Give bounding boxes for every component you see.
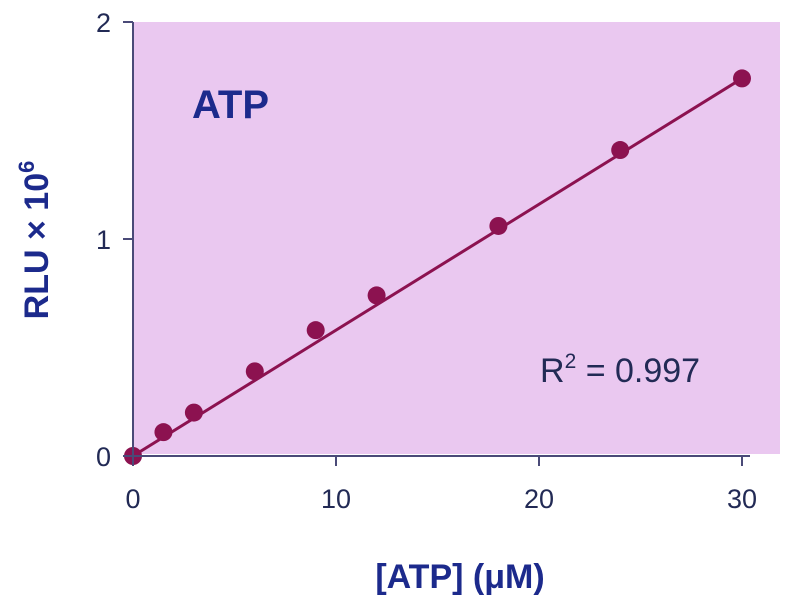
y-tick-label: 1	[96, 225, 111, 255]
r-squared-label: R	[540, 352, 565, 390]
y-axis-title-main: RLU × 10	[18, 173, 56, 319]
y-tick-label: 2	[96, 8, 111, 38]
x-ticks: 0 10 20 30	[125, 456, 757, 514]
y-axis-title-exponent: 6	[14, 161, 39, 173]
x-axis-title: [ATP] (μM)	[375, 558, 544, 596]
y-axis-title: RLU × 106	[14, 161, 56, 320]
data-point	[306, 321, 325, 340]
data-point	[489, 216, 508, 235]
x-tick-label: 10	[321, 484, 351, 514]
y-tick-label: 0	[96, 442, 111, 472]
data-point	[154, 423, 173, 442]
r-squared-exponent: 2	[565, 350, 577, 373]
y-ticks: 0 1 2	[96, 8, 133, 472]
data-point	[245, 362, 264, 381]
x-tick-label: 20	[524, 484, 554, 514]
data-point	[367, 286, 386, 305]
data-points	[124, 69, 751, 465]
data-point	[611, 141, 630, 160]
fit-line-layer	[132, 77, 743, 458]
r-squared-annotation: R2 = 0.997	[540, 350, 700, 390]
x-tick-label: 30	[727, 484, 757, 514]
x-tick-label: 0	[125, 484, 140, 514]
annotation-title: ATP	[192, 83, 269, 127]
plot-area	[133, 22, 780, 454]
fit-line	[132, 77, 743, 458]
data-point	[184, 403, 203, 422]
r-squared-value: = 0.997	[576, 352, 700, 390]
data-point	[733, 69, 751, 88]
